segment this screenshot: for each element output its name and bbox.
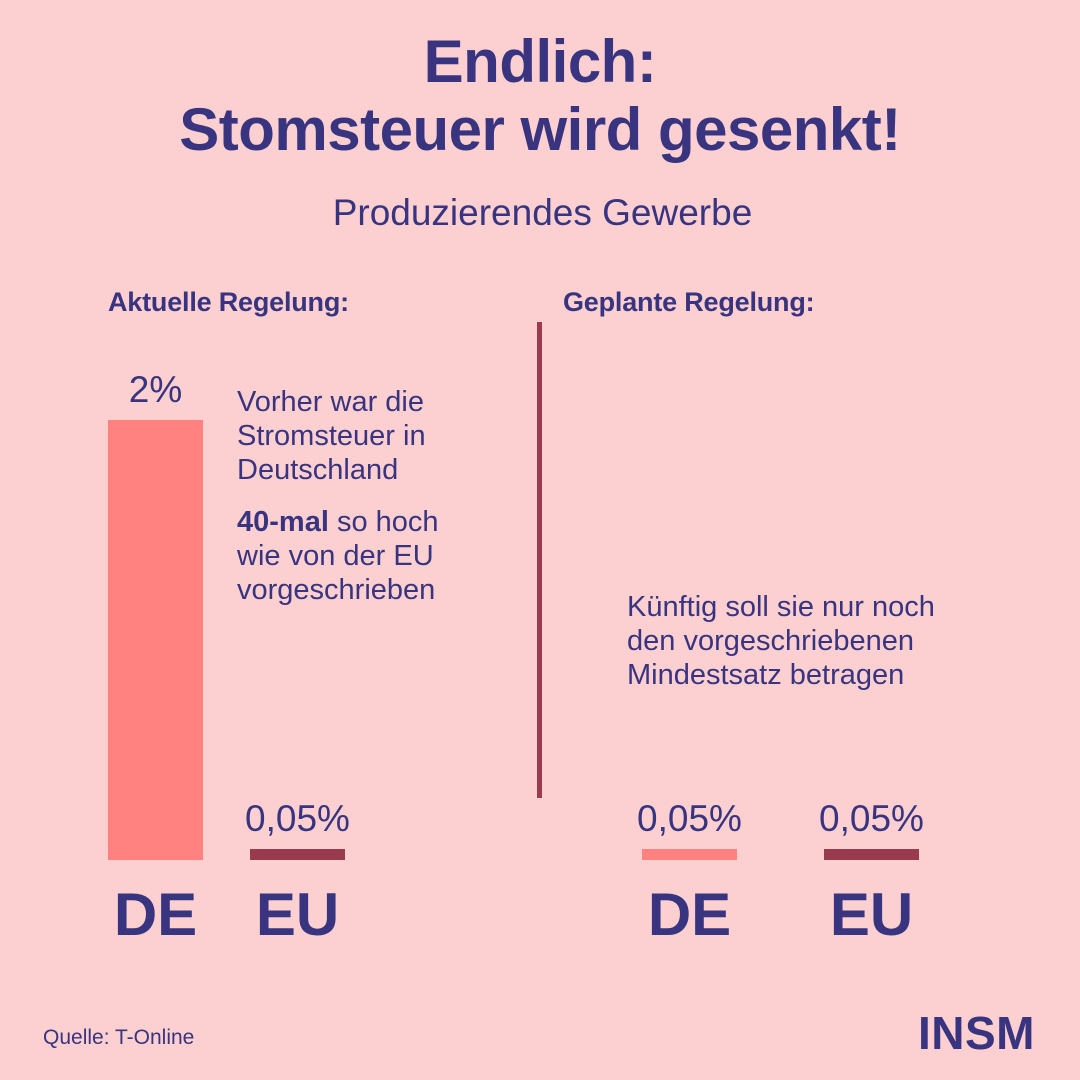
current-note-line-4-rest: so hoch xyxy=(328,506,439,538)
title-line-2: Stomsteuer wird gesenkt! xyxy=(179,96,901,163)
current-note-line-2: Stromsteuer in xyxy=(237,420,426,452)
current-note-line-6: vorgeschrieben xyxy=(237,574,436,606)
planned-regulation-label: Geplante Regelung: xyxy=(563,287,815,317)
value-label-current-de: 2% xyxy=(128,369,183,410)
planned-note-line-3: Mindestsatz betragen xyxy=(627,659,905,691)
category-label-current-de: DE xyxy=(113,881,198,948)
category-label-current-eu: EU xyxy=(255,881,340,948)
current-note-line-5: wie von der EU xyxy=(237,540,434,572)
insm-logo: INSM xyxy=(918,1007,1035,1059)
value-label-planned-de: 0,05% xyxy=(637,798,742,839)
category-label-planned-de: DE xyxy=(647,881,732,948)
bar-planned-de xyxy=(642,849,737,860)
current-regulation-note: Vorher war die Stromsteuer in Deutschlan… xyxy=(237,385,527,607)
current-note-line-3: Deutschland xyxy=(237,454,399,486)
bar-current-eu xyxy=(250,849,345,860)
source-label: Quelle: T-Online xyxy=(43,1026,195,1049)
current-regulation-label: Aktuelle Regelung: xyxy=(108,287,349,317)
current-note-bold: 40-mal xyxy=(237,506,329,538)
bar-current-de xyxy=(108,420,203,860)
title-line-1: Endlich: xyxy=(423,28,657,95)
current-note-line-1: Vorher war die xyxy=(237,386,424,418)
value-label-current-eu: 0,05% xyxy=(245,798,350,839)
bar-planned-eu xyxy=(824,849,919,860)
category-label-planned-eu: EU xyxy=(829,881,914,948)
current-note-line-4: 40-mal so hoch xyxy=(237,505,527,539)
planned-note-line-2: den vorgeschriebenen xyxy=(627,625,914,657)
section-divider xyxy=(537,322,542,798)
value-label-planned-eu: 0,05% xyxy=(819,798,924,839)
planned-regulation-note: Künftig soll sie nur noch den vorgeschri… xyxy=(627,590,1047,692)
planned-note-line-1: Künftig soll sie nur noch xyxy=(627,591,935,623)
subtitle: Produzierendes Gewerbe xyxy=(332,192,753,233)
